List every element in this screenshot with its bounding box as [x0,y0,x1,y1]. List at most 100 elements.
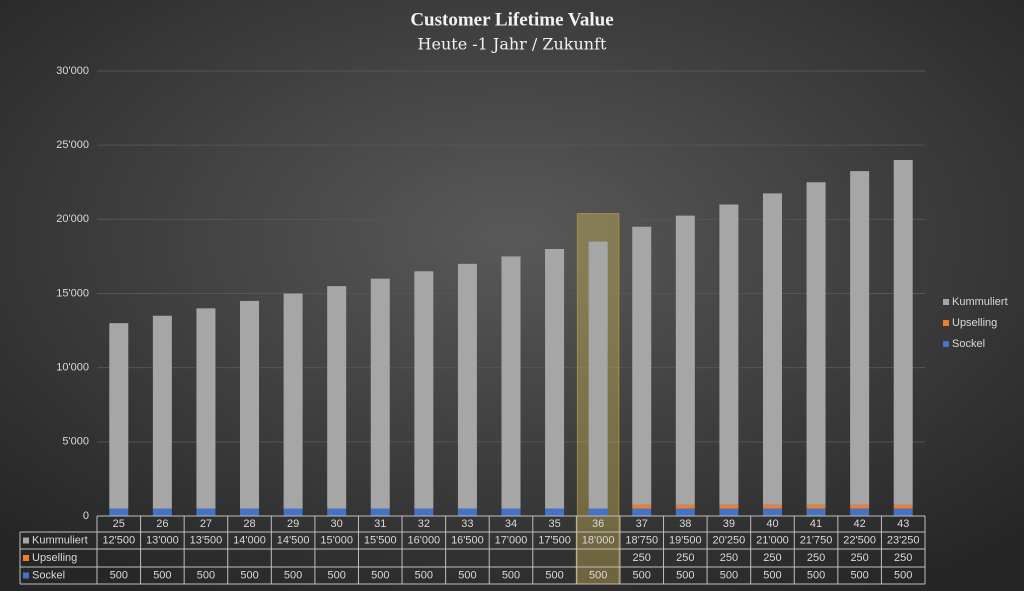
x-tick-label: 38 [679,518,691,530]
bar-segment [632,226,652,505]
data-table-value: 500 [284,569,302,581]
y-tick-label: 30'000 [56,65,89,77]
data-table-value: 500 [153,569,171,581]
bar-segment [545,249,565,509]
bar-segment [283,293,303,509]
x-tick-label: 26 [156,518,168,530]
data-table-value: 15'000 [320,534,353,546]
data-table-value: 500 [763,569,781,581]
data-table-value: 13'500 [190,534,223,546]
bar-segment [501,256,521,509]
bar-segment [152,315,172,509]
data-table-value: 500 [458,569,476,581]
bar-segment [850,504,870,509]
data-table-value: 14'500 [277,534,310,546]
bar-segment [719,204,739,505]
bar-segment [283,508,303,516]
x-tick-label: 31 [374,518,386,530]
bar-segment [457,508,477,516]
data-table-value: 19'500 [669,534,702,546]
legend-key [23,572,29,579]
bar-segment [327,508,347,516]
bar-segment [501,508,521,516]
x-tick-label: 42 [854,518,866,530]
bar-segment [675,504,695,509]
bar-segment [414,508,434,516]
data-table-value: 500 [545,569,563,581]
x-tick-label: 41 [810,518,822,530]
data-table-value: 250 [807,552,825,564]
legend-key [943,341,949,347]
legend-label: Sockel [952,338,985,350]
data-table-value: 250 [676,552,694,564]
y-tick-label: 20'000 [56,213,89,225]
bar-segment [370,278,390,509]
data-table-value: 21'000 [756,534,789,546]
data-table-value: 17'500 [538,534,571,546]
bar-segment [327,286,347,509]
bar-segment [414,271,434,509]
data-table-value: 500 [197,569,215,581]
bar-segment [762,504,782,509]
legend-key [23,555,29,561]
data-table-value: 500 [589,569,607,581]
legend-key [23,537,29,544]
bar-segment [240,508,260,516]
data-table-value: 16'500 [451,534,484,546]
data-table-value: 500 [502,569,520,581]
bar-segment [109,323,129,509]
x-tick-label: 25 [113,518,125,530]
bar-segment [806,182,826,505]
y-tick-label: 0 [83,510,89,522]
bar-segment [806,508,826,516]
y-tick-label: 15'000 [56,287,89,299]
x-tick-label: 36 [592,518,604,530]
data-table-value: 13'000 [146,534,179,546]
data-table-value: 250 [633,552,651,564]
legend-key [943,320,949,326]
x-tick-label: 34 [505,518,517,530]
y-tick-label: 5'000 [62,436,89,448]
data-table-value: 18'750 [625,534,658,546]
bar-segment [806,504,826,509]
data-table-value: 250 [720,552,738,564]
bar-segment [893,504,913,509]
table-row-label: Sockel [32,569,65,581]
data-table-value: 22'500 [843,534,876,546]
table-row-label: Kummuliert [32,534,88,546]
data-table-value: 500 [850,569,868,581]
data-table-value: 500 [415,569,433,581]
x-tick-label: 28 [243,518,255,530]
data-table-value: 500 [110,569,128,581]
x-tick-label: 40 [766,518,778,530]
data-table-value: 250 [763,552,781,564]
x-tick-label: 27 [200,518,212,530]
y-tick-label: 25'000 [56,139,89,151]
legend-label: Kummuliert [952,296,1008,308]
chart-subtitle: Heute -1 Jahr / Zukunft [418,35,608,54]
bar-segment [240,300,260,509]
x-tick-label: 33 [461,518,473,530]
bar-segment [588,241,608,509]
data-table-value: 250 [894,552,912,564]
data-table-value: 12'500 [102,534,135,546]
x-tick-label: 39 [723,518,735,530]
bar-segment [719,504,739,509]
data-table-value: 500 [720,569,738,581]
data-table-value: 500 [371,569,389,581]
bar-segment [632,508,652,516]
table-row-label: Upselling [32,552,77,564]
y-tick-label: 10'000 [56,362,89,374]
bar-segment [370,508,390,516]
data-table-value: 18'000 [582,534,615,546]
bar-segment [893,160,913,505]
bar-segment [545,508,565,516]
data-table-value: 23'250 [887,534,920,546]
data-table-value: 500 [328,569,346,581]
data-table-value: 15'500 [364,534,397,546]
x-tick-label: 30 [331,518,343,530]
data-table-value: 17'000 [495,534,528,546]
chart-title: Customer Lifetime Value [410,9,613,30]
bar-segment [457,263,477,509]
legend-label: Upselling [952,317,997,329]
